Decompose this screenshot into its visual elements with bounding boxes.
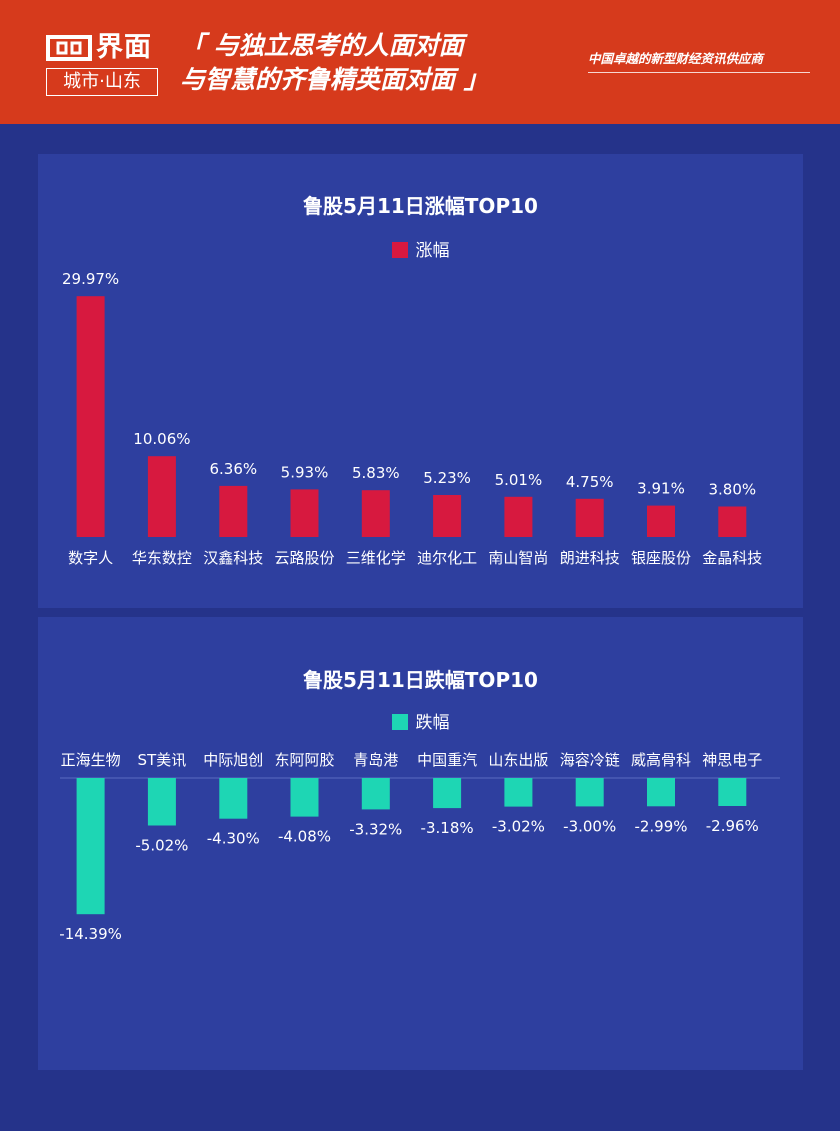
gainers-value-label: 5.01% [495, 471, 543, 489]
gainers-bar [718, 506, 747, 537]
losers-category-label: ST美讯 [138, 751, 187, 769]
losers-bar [718, 778, 747, 806]
gainers-value-label: 5.83% [352, 464, 400, 482]
gainers-value-label: 3.80% [708, 481, 756, 499]
gainers-category-label: 南山智尚 [488, 549, 548, 567]
gainers-category-label: 朗进科技 [560, 549, 620, 567]
losers-category-label: 海容冷链 [560, 751, 620, 769]
gainers-value-label: 10.06% [133, 430, 190, 448]
gainers-bar [647, 505, 675, 537]
gainers-bar [433, 495, 462, 537]
losers-value-label: -14.39% [59, 925, 122, 943]
losers-value-label: -2.96% [706, 817, 759, 835]
logo-subtitle: 城市·山东 [46, 68, 158, 96]
losers-category-label: 青岛港 [353, 751, 398, 769]
losers-legend-label: 跌幅 [415, 713, 450, 733]
gainers-value-label: 4.75% [566, 473, 614, 491]
gainers-bar [76, 296, 105, 537]
gainers-value-label: 3.91% [637, 480, 685, 498]
losers-value-label: -4.08% [278, 828, 331, 846]
losers-panel: 鲁股5月11日跌幅TOP10 跌幅 -14.39% 正海生物 -5.02% ST美讯 -… [38, 617, 803, 1070]
losers-value-label: -3.00% [563, 817, 616, 835]
losers-bar [433, 778, 462, 809]
gainers-category-label: 汉鑫科技 [203, 549, 263, 567]
gainers-bar [575, 498, 604, 537]
losers-value-label: -3.02% [492, 818, 545, 836]
logo-name: 界面 [96, 32, 152, 63]
tagline: 中国卓越的新型财经资讯供应商 [588, 51, 764, 66]
losers-category-label: 正海生物 [61, 751, 121, 769]
losers-legend-swatch [391, 714, 408, 730]
losers-value-label: -5.02% [135, 837, 188, 855]
losers-chart-title: 鲁股5月11日跌幅TOP10 [303, 668, 538, 692]
gainers-bar [504, 496, 533, 537]
losers-category-label: 中际旭创 [203, 751, 263, 769]
losers-bar [76, 778, 105, 915]
brand-logo: 界面 城市·山东 [46, 30, 160, 96]
losers-category-label: 东阿阿胶 [274, 751, 334, 769]
logo-mark-icon [46, 35, 92, 61]
losers-bar [575, 778, 604, 807]
gainers-chart-title: 鲁股5月11日涨幅TOP10 [303, 194, 538, 218]
gainers-category-label: 华东数控 [132, 549, 192, 567]
losers-legend: 跌幅 [38, 708, 803, 733]
gainers-legend-swatch [391, 242, 408, 258]
gainers-bar [361, 490, 390, 537]
gainers-value-label: 29.97% [62, 270, 119, 288]
losers-category-label: 威高骨科 [631, 751, 691, 769]
slogan-line-2: 与智慧的齐鲁精英面对面 」 [180, 65, 489, 94]
gainers-bar [219, 485, 248, 537]
losers-category-label: 中国重汽 [417, 751, 477, 769]
losers-value-label: -4.30% [207, 830, 260, 848]
gainers-category-label: 云路股份 [274, 549, 334, 567]
losers-value-label: -3.32% [349, 820, 402, 838]
gainers-category-label: 迪尔化工 [417, 549, 477, 567]
gainers-chart: 29.97% 数字人 10.06% 华东数控 6.36% 汉鑫科技 5.93% 云路股份 5.8… [62, 270, 762, 567]
gainers-category-label: 三维化学 [346, 549, 406, 567]
losers-value-label: -3.18% [421, 819, 474, 837]
losers-bar [219, 778, 248, 819]
gainers-panel: 鲁股5月11日涨幅TOP10 涨幅 29.97% 数字人 10.06% 华东数控 6.3… [38, 154, 803, 608]
gainers-category-label: 数字人 [68, 549, 113, 567]
losers-bar [290, 778, 319, 817]
gainers-category-label: 银座股份 [631, 549, 691, 567]
gainers-legend: 涨幅 [38, 236, 803, 261]
gainers-value-label: 5.23% [423, 469, 471, 487]
losers-category-label: 山东出版 [488, 751, 548, 769]
losers-value-label: -2.99% [634, 817, 687, 835]
losers-bar [147, 778, 176, 826]
gainers-value-label: 5.93% [281, 463, 329, 481]
losers-bar [504, 778, 533, 807]
gainers-value-label: 6.36% [209, 460, 257, 478]
losers-bar [647, 778, 675, 807]
gainers-bar [147, 456, 176, 537]
losers-bar [361, 778, 390, 810]
tagline-divider [588, 72, 810, 73]
losers-chart: -14.39% 正海生物 -5.02% ST美讯 -4.30% 中际旭创 -4.08% 东阿阿… [59, 751, 780, 943]
gainers-category-label: 金晶科技 [702, 549, 762, 567]
gainers-bar [290, 489, 319, 537]
gainers-legend-label: 涨幅 [415, 241, 450, 261]
losers-category-label: 神思电子 [702, 751, 762, 769]
slogan-line-1: 「 与独立思考的人面对面 [180, 31, 464, 60]
header-banner: 界面 城市·山东 「 与独立思考的人面对面 与智慧的齐鲁精英面对面 」 中国卓越… [0, 0, 840, 124]
